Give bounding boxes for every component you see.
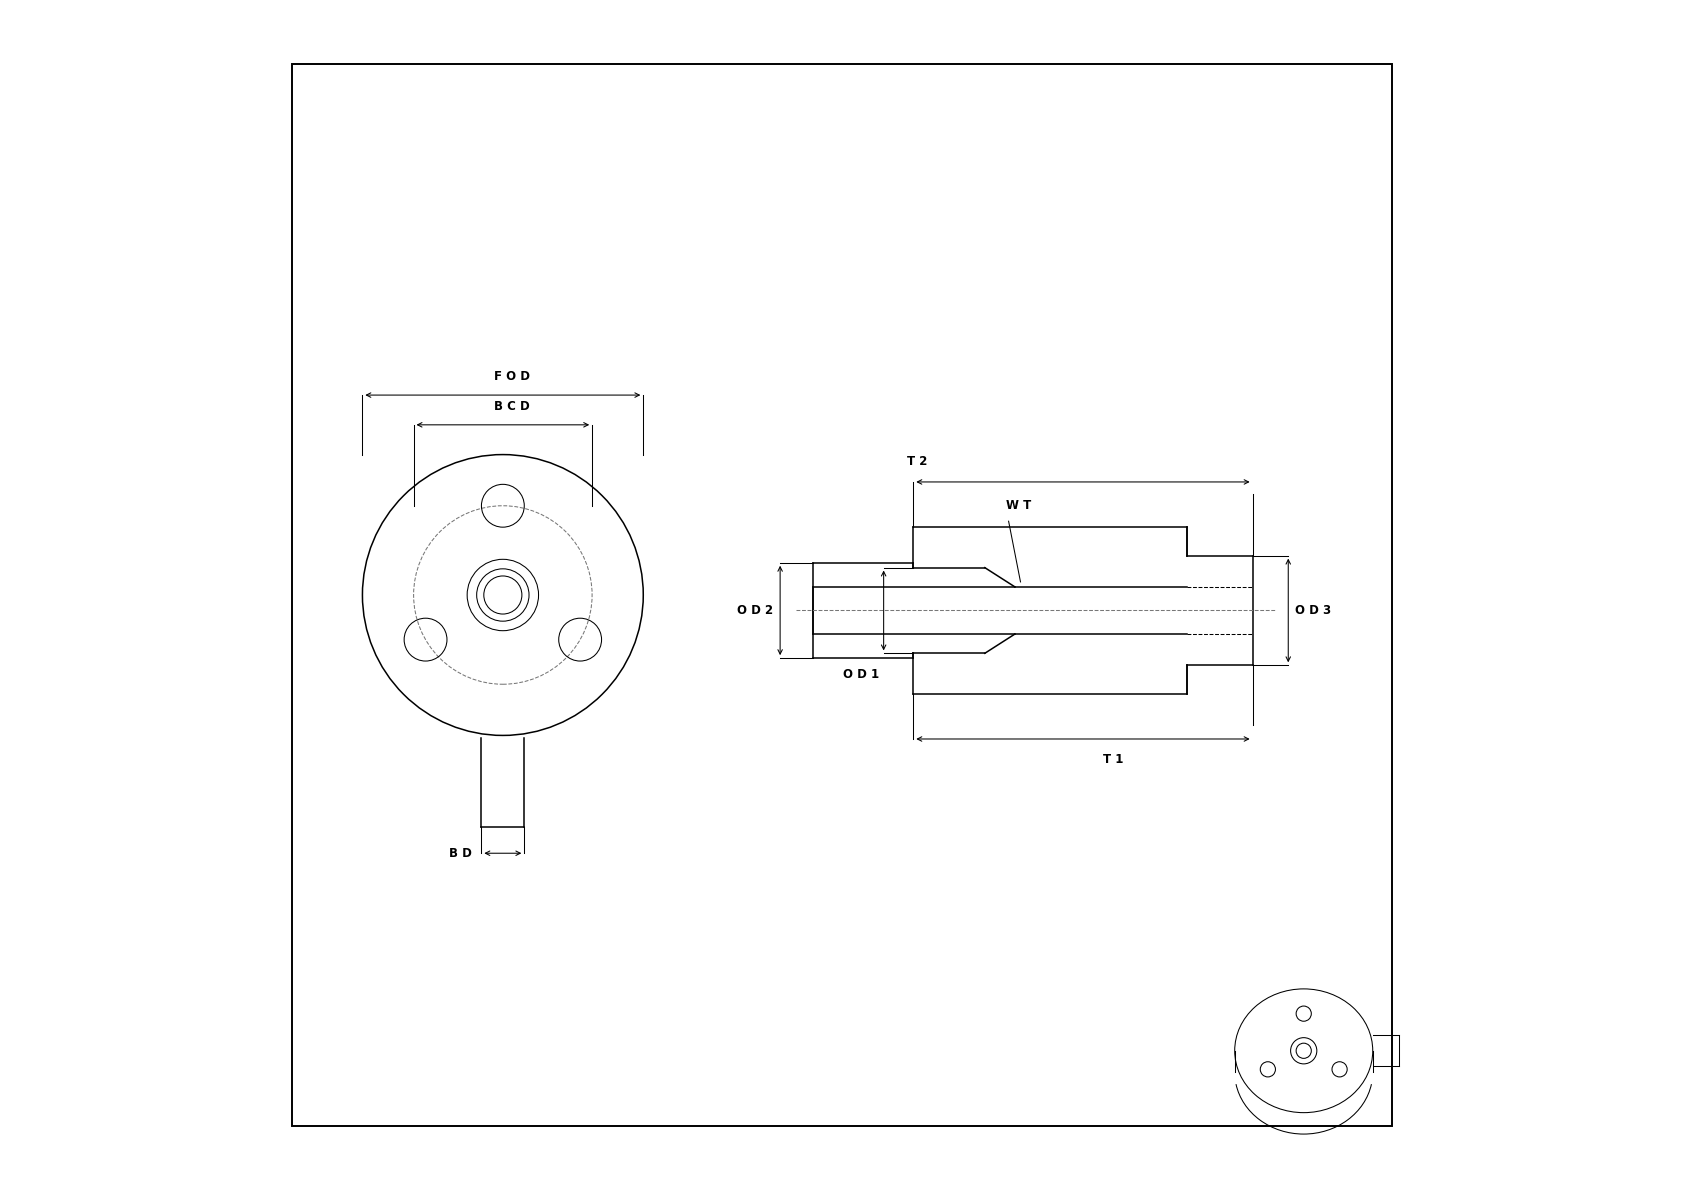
Text: O D 3: O D 3 — [1295, 605, 1332, 616]
Text: B C D: B C D — [495, 400, 530, 413]
Bar — [293, 64, 1391, 1126]
Text: W T: W T — [1007, 499, 1032, 512]
Text: T 2: T 2 — [908, 455, 928, 468]
Text: T 1: T 1 — [1103, 753, 1123, 766]
Text: O D 2: O D 2 — [738, 605, 773, 616]
Text: B D: B D — [450, 847, 472, 859]
Text: F O D: F O D — [495, 370, 530, 383]
Text: O D 1: O D 1 — [842, 668, 879, 681]
